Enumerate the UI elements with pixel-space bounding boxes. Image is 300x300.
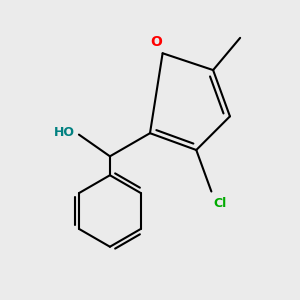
Text: Cl: Cl	[214, 196, 227, 210]
Text: O: O	[150, 35, 162, 49]
Text: HO: HO	[54, 126, 75, 139]
